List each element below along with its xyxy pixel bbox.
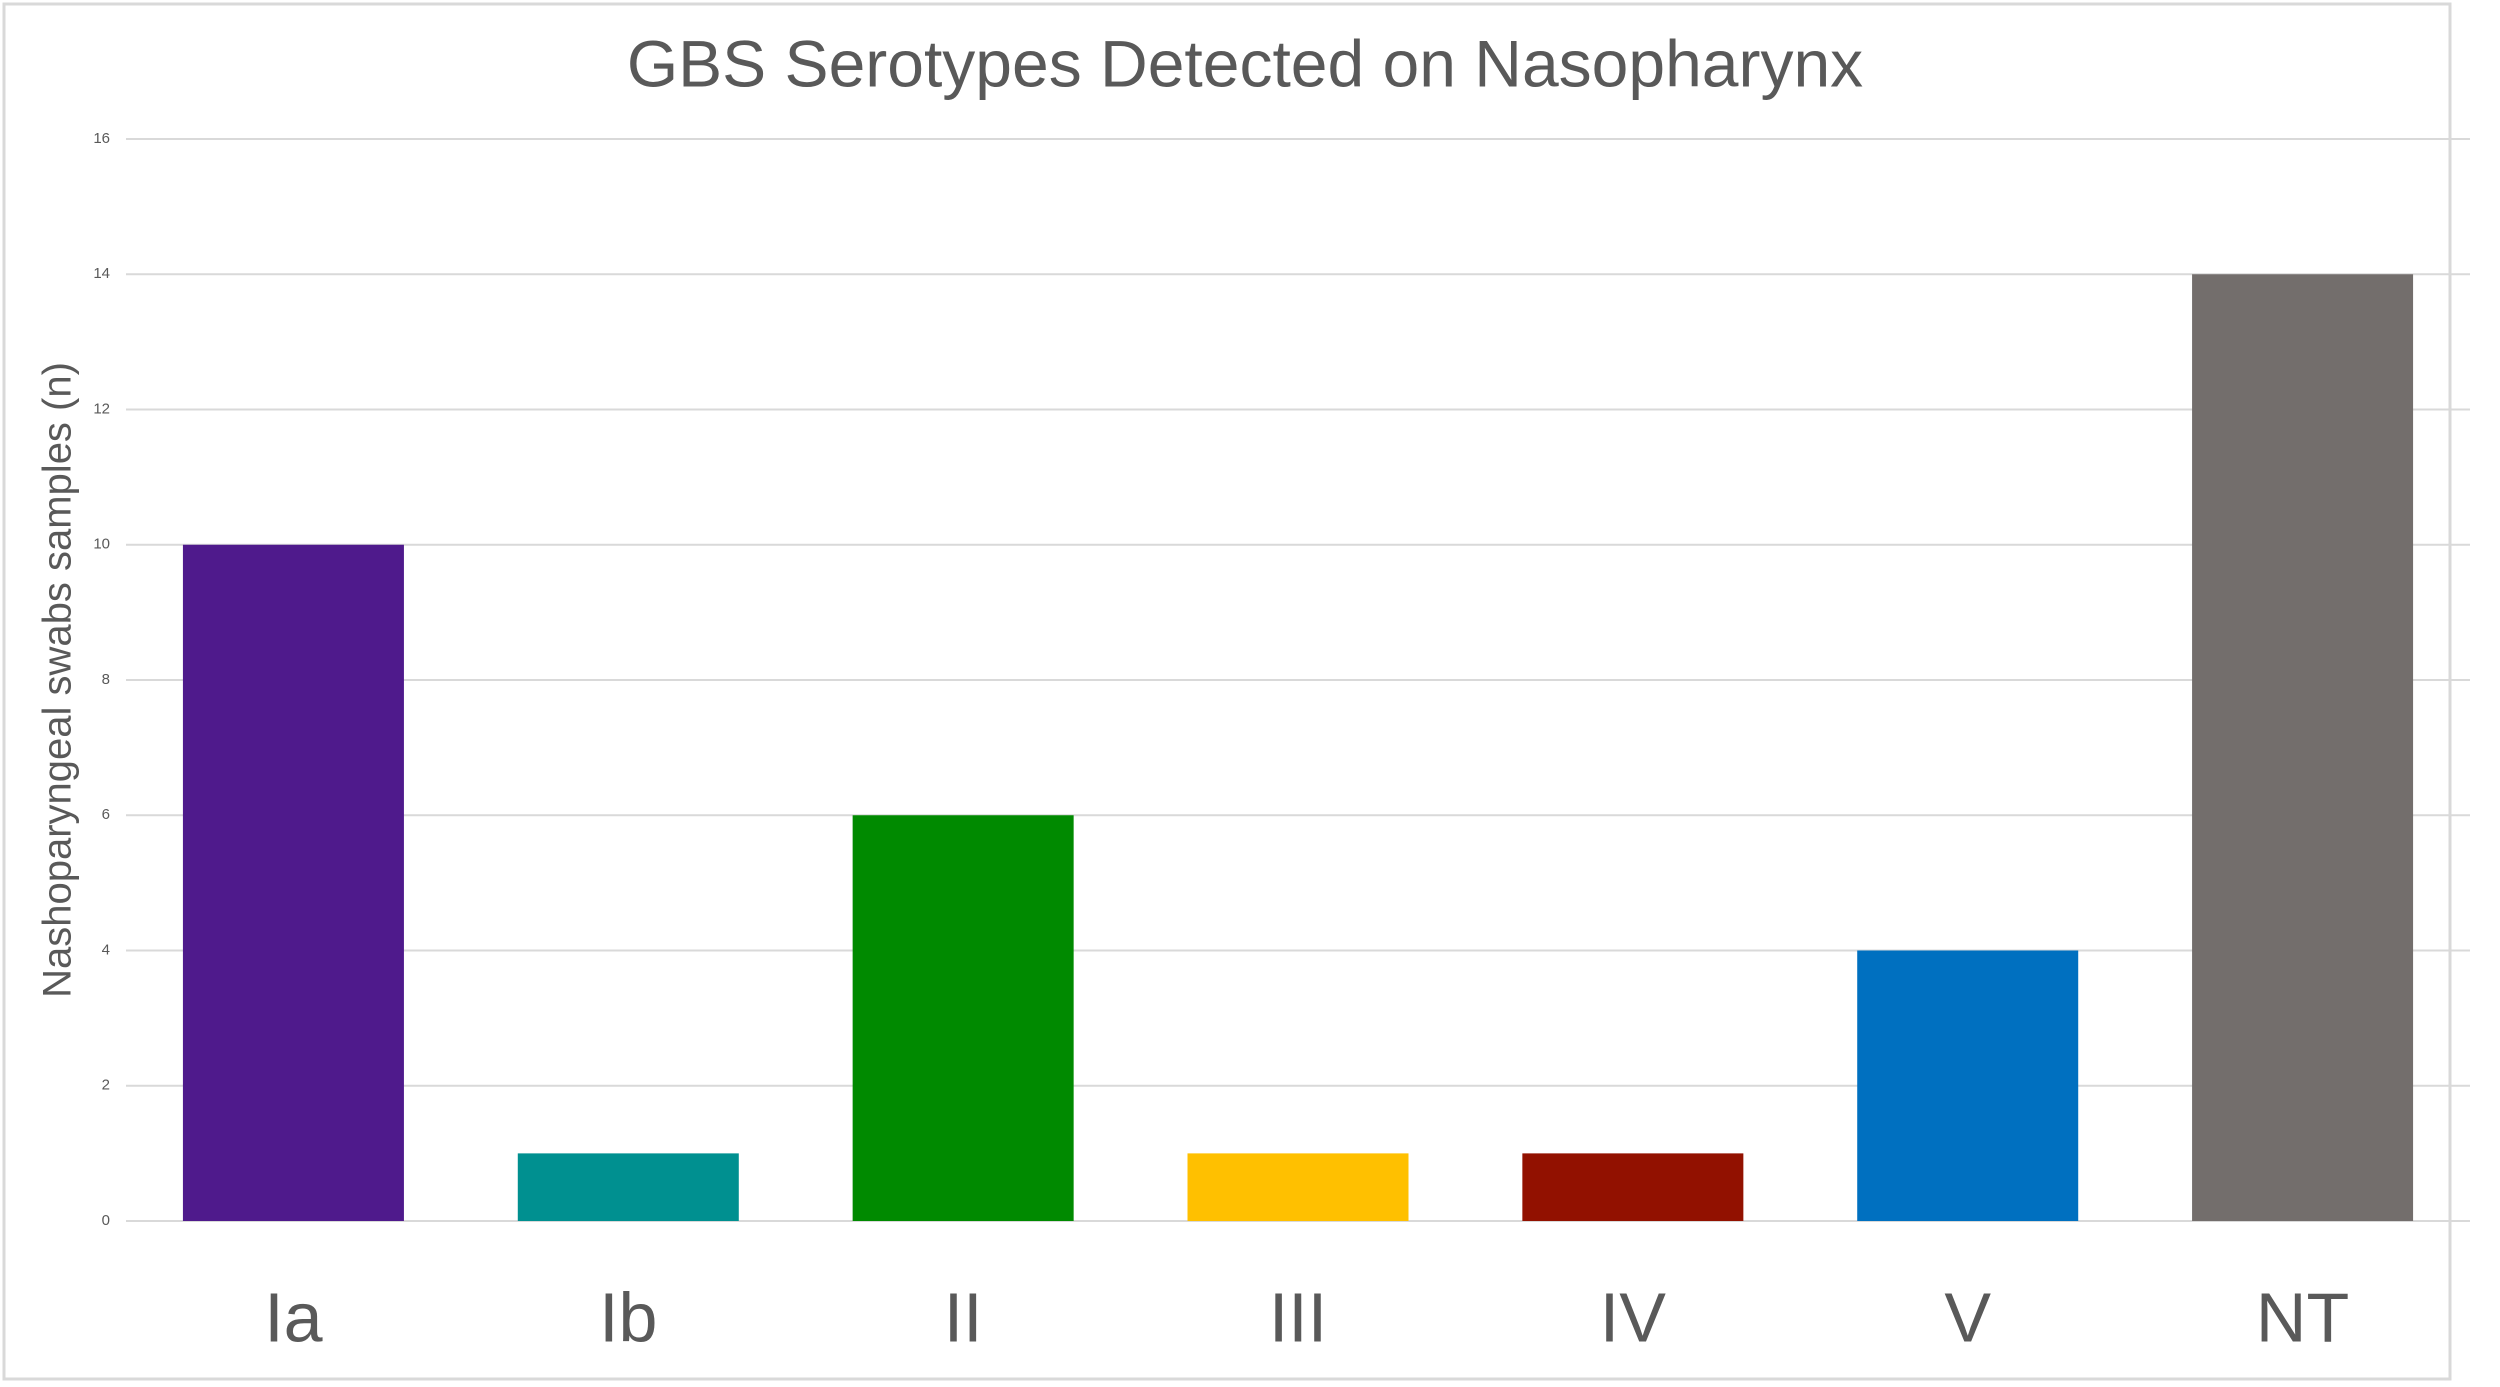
bar [182, 544, 404, 1221]
x-tick-label: NT [2256, 1278, 2349, 1356]
y-tick-label: 6 [102, 806, 110, 823]
x-tick-label: II [944, 1278, 983, 1356]
bar [852, 815, 1074, 1221]
bar [1522, 1153, 1744, 1221]
chart-title: GBS Serotypes Detected on Nasopharynx [627, 26, 1863, 100]
y-tick-label: 12 [93, 400, 110, 417]
y-tick-label: 16 [93, 130, 110, 147]
y-tick-label: 4 [102, 941, 110, 958]
y-tick-label: 0 [102, 1212, 110, 1229]
x-tick-label: III [1269, 1278, 1327, 1356]
x-tick-label: Ib [599, 1278, 657, 1356]
y-tick-label: 8 [102, 671, 110, 688]
y-axis-label: Nashoparyngeal swabs samples (n) [36, 362, 80, 998]
y-tick-label: 10 [93, 536, 110, 553]
bar [1857, 950, 2079, 1221]
x-tick-label: V [1944, 1278, 1991, 1356]
bar [1187, 1153, 1409, 1221]
y-tick-label: 2 [102, 1077, 110, 1094]
bar [517, 1153, 739, 1221]
x-tick-label: IV [1600, 1278, 1666, 1356]
bar [2192, 274, 2414, 1221]
y-tick-label: 14 [93, 265, 110, 282]
x-tick-label: Ia [264, 1278, 322, 1356]
